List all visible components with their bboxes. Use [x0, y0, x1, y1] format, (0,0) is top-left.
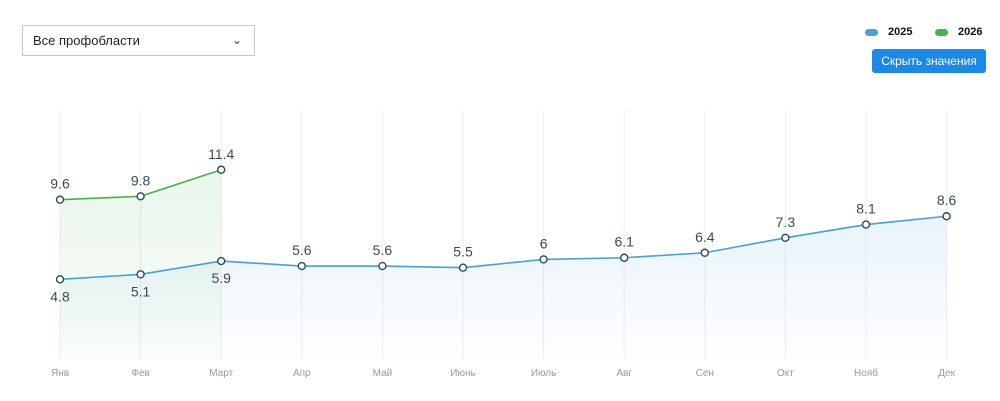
profarea-select[interactable]: Все профобласти ⌄: [22, 25, 255, 56]
x-tick-label: Сен: [696, 368, 714, 379]
data-point: [216, 256, 226, 266]
data-label: 6: [540, 235, 548, 251]
data-label: 6.1: [614, 234, 634, 250]
chevron-down-icon: ⌄: [231, 33, 242, 47]
legend-swatch: [865, 28, 878, 36]
data-point: [378, 261, 387, 271]
x-tick-label: Нояб: [854, 367, 878, 379]
data-point: [55, 275, 65, 284]
data-point: [781, 233, 790, 243]
data-point: [216, 165, 226, 174]
data-point: [942, 212, 951, 221]
data-point: [136, 192, 145, 201]
legend-item-2025[interactable]: 2025: [865, 26, 912, 38]
data-point: [136, 270, 145, 279]
x-tick-label: Янв: [51, 368, 69, 379]
x-tick-label: Окт: [777, 368, 794, 379]
data-label: 5.5: [453, 244, 473, 260]
data-label: 5.1: [131, 283, 151, 299]
data-point: [539, 255, 548, 264]
legend-label: 2025: [888, 26, 913, 38]
data-point: [55, 195, 65, 204]
data-label: 6.4: [695, 229, 715, 245]
legend-swatch: [935, 28, 948, 36]
x-tick-label: Фев: [131, 368, 149, 379]
data-point: [700, 248, 709, 257]
data-point: [861, 220, 871, 229]
hide-values-button[interactable]: Скрыть значения: [872, 49, 986, 73]
data-point: [458, 263, 468, 272]
x-tick-label: Май: [373, 368, 393, 379]
series-area: [60, 169, 222, 359]
series-area: [60, 216, 947, 359]
data-label: 7.3: [776, 214, 796, 230]
x-tick-label: Апр: [293, 368, 311, 379]
x-tick-label: Март: [209, 368, 233, 379]
x-tick-label: Июль: [531, 368, 557, 379]
data-label: 5.6: [292, 242, 312, 258]
data-label: 5.9: [211, 270, 231, 286]
data-label: 9.6: [50, 176, 70, 192]
data-label: 5.6: [373, 242, 393, 258]
legend-item-2026[interactable]: 2026: [935, 26, 982, 38]
data-label: 8.6: [937, 192, 957, 208]
x-tick-label: Июнь: [450, 368, 475, 379]
data-label: 9.8: [131, 172, 151, 188]
legend-label: 2026: [958, 26, 983, 38]
series-line-2025: [59, 215, 947, 281]
data-point: [620, 253, 629, 262]
data-label: 11.4: [208, 146, 234, 162]
data-point: [297, 261, 306, 271]
x-tick-label: Авг: [616, 368, 632, 379]
data-label: 4.8: [50, 288, 70, 304]
x-tick-label: Дек: [938, 368, 955, 379]
profarea-select-value: Все профобласти: [33, 33, 140, 48]
data-label: 8.1: [856, 201, 876, 217]
